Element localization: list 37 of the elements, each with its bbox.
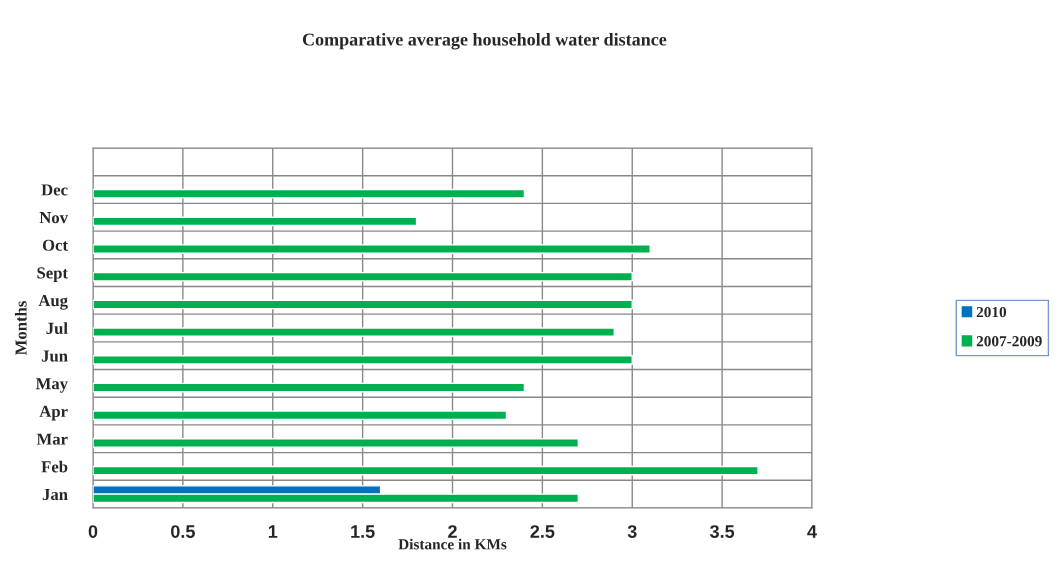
x-tick-label: 2.5 — [530, 525, 555, 538]
y-tick-label: Jul — [46, 322, 68, 334]
x-tick-label: 3.5 — [709, 525, 735, 538]
bar — [93, 216, 418, 227]
legend-label: 2007-2009 — [976, 336, 1042, 347]
x-tick-label: 2 — [448, 525, 457, 538]
bar — [93, 354, 633, 365]
legend-label: 2010 — [976, 306, 1007, 318]
y-tick-label: Dec — [41, 184, 68, 196]
y-tick-label: Aug — [38, 295, 68, 310]
x-tick-label: 0.5 — [171, 525, 195, 538]
bar — [93, 188, 526, 199]
bar — [93, 244, 651, 254]
bar — [93, 271, 633, 282]
bar — [93, 465, 759, 476]
x-axis-title: Distance in KMs — [398, 538, 507, 550]
x-tick-label: 4 — [807, 525, 817, 538]
y-tick-label: Oct — [42, 239, 68, 251]
y-axis-title: Months — [14, 301, 27, 356]
y-tick-label: Jun — [41, 350, 68, 362]
bar — [93, 438, 580, 448]
x-tick-label: 3 — [627, 525, 637, 538]
y-tick-label: Mar — [36, 433, 68, 445]
chart-title: Comparative average household water distance — [302, 32, 667, 50]
y-tick-label: Apr — [39, 405, 68, 421]
x-tick-label: 1.5 — [351, 525, 375, 538]
y-tick-label: Jan — [42, 489, 68, 501]
x-tick-label: 0 — [88, 525, 98, 538]
bar — [93, 382, 526, 393]
y-tick-label: Nov — [39, 212, 68, 224]
bar — [93, 327, 615, 338]
bar — [93, 410, 508, 421]
y-tick-label: May — [35, 378, 68, 393]
x-tick-label: 1 — [268, 525, 278, 538]
y-tick-label: Sept — [37, 267, 68, 282]
bar — [93, 299, 633, 310]
y-tick-label: Feb — [41, 460, 68, 473]
